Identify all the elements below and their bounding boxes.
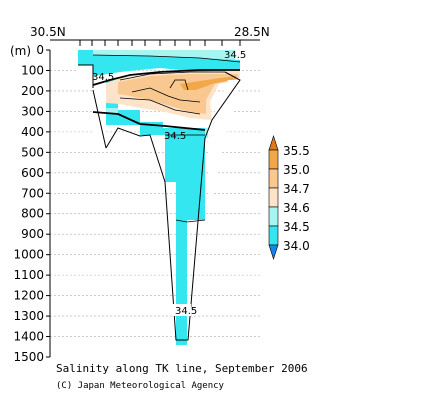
colorbar-segment — [268, 168, 279, 189]
y-tick-label: 800 — [21, 207, 44, 221]
contour-labels: 34.5 34.5 34.5 34.5 — [92, 50, 246, 317]
colorbar-level-label: 34.6 — [283, 201, 310, 215]
colorbar-level-label: 34.0 — [283, 239, 310, 253]
y-tick-label: 500 — [21, 145, 44, 159]
y-tick-label: 300 — [21, 104, 44, 118]
contour-label-surface: 34.5 — [224, 50, 246, 61]
figure-caption: Salinity along TK line, September 2006 — [56, 362, 308, 375]
y-tick-label: 1300 — [13, 309, 44, 323]
y-tick-label: 0 — [36, 43, 44, 57]
plot-frame — [49, 39, 260, 357]
y-tick-label: 200 — [21, 84, 44, 98]
contour-lines — [92, 54, 241, 223]
no-data-mask — [78, 65, 240, 200]
y-tick-label: 1000 — [13, 248, 44, 262]
region-34-5-to-34-6 — [78, 50, 205, 345]
colorbar-segment — [268, 149, 279, 170]
colorbar-level-label: 34.7 — [283, 182, 310, 196]
colorbar-level-label: 35.0 — [283, 163, 310, 177]
colorbar-level-label: 35.5 — [283, 144, 310, 158]
x-right-label: 28.5N — [234, 25, 270, 39]
contour-label-deep: 34.5 — [175, 306, 197, 317]
y-tick-label: 1400 — [13, 330, 44, 344]
y-tick-label: 100 — [21, 63, 44, 77]
y-unit-label: (m) — [10, 44, 31, 58]
y-tick-labels: 0 100 200 300 400 500 600 700 800 900 1000 1100 1200… — [13, 43, 50, 364]
y-tick-label: 1200 — [13, 289, 44, 303]
contour-label-upper: 34.5 — [92, 72, 114, 83]
y-tick-label: 1100 — [13, 268, 44, 282]
y-tick-label: 600 — [21, 166, 44, 180]
contour-label-mid: 34.5 — [164, 131, 186, 142]
y-tick-label: 1500 — [13, 350, 44, 364]
y-tick-label: 700 — [21, 186, 44, 200]
bathymetry-outline — [78, 64, 241, 341]
colorbar-cap-low — [268, 244, 279, 260]
colorbar-segment — [268, 206, 279, 227]
colorbar-segment — [268, 225, 279, 246]
figure-credit: (C) Japan Meteorological Agency — [56, 381, 225, 391]
colorbar-segment — [268, 187, 279, 208]
x-left-label: 30.5N — [30, 25, 66, 39]
colorbar: 35.5 35.0 34.7 34.6 34.5 34.0 — [268, 135, 310, 260]
y-tick-label: 900 — [21, 227, 44, 241]
colorbar-level-label: 34.5 — [283, 220, 310, 234]
colorbar-cap-high — [268, 135, 279, 151]
region-35-5-core — [180, 76, 236, 90]
y-tick-label: 400 — [21, 125, 44, 139]
